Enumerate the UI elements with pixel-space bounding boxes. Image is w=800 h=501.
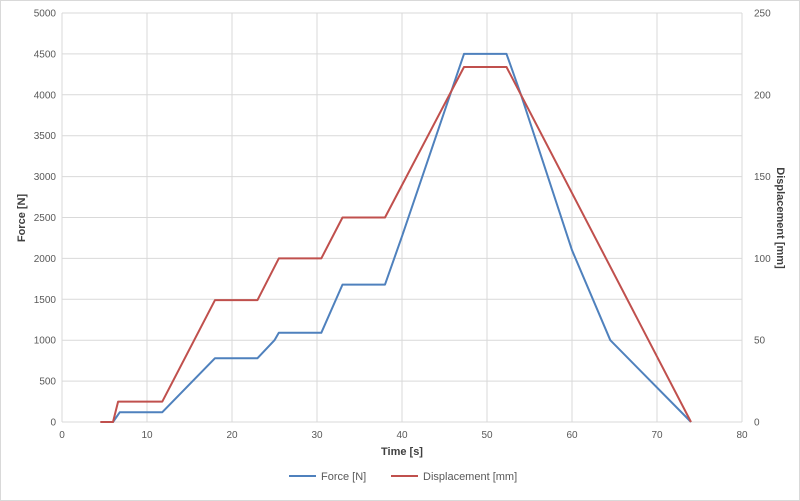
x-tick-label: 70	[651, 430, 663, 441]
y2-tick-label: 0	[754, 418, 760, 429]
y-tick-label: 2000	[34, 254, 57, 265]
legend-label-displacement: Displacement [mm]	[423, 471, 517, 483]
y2-tick-label: 50	[754, 336, 766, 347]
x-axis-tick-labels: 0 10 20 30 40 50 60 70 80	[59, 430, 748, 441]
x-tick-label: 30	[311, 430, 323, 441]
x-tick-label: 60	[566, 430, 578, 441]
x-tick-label: 10	[141, 430, 153, 441]
legend: Force [N] Displacement [mm]	[289, 471, 517, 483]
y-tick-label: 5000	[34, 9, 57, 20]
y-tick-label: 1500	[34, 295, 57, 306]
gridlines	[61, 12, 743, 423]
y2-tick-label: 150	[754, 172, 771, 183]
x-tick-label: 50	[481, 430, 493, 441]
y-tick-label: 4500	[34, 49, 57, 60]
y2-axis-title: Displacement [mm]	[774, 167, 786, 269]
x-tick-label: 40	[396, 430, 408, 441]
x-tick-label: 80	[736, 430, 748, 441]
left-axis-tick-labels: 0 500 1000 1500 2000 2500 3000 3500 4000 4500 5000	[34, 9, 57, 429]
y2-tick-label: 200	[754, 90, 771, 101]
x-tick-label: 20	[226, 430, 238, 441]
y-tick-label: 500	[39, 377, 56, 388]
x-tick-label: 0	[59, 430, 65, 441]
series-line-force	[108, 52, 692, 423]
y-tick-label: 1000	[34, 336, 57, 347]
legend-label-force: Force [N]	[321, 471, 366, 483]
x-axis-title: Time [s]	[381, 446, 423, 458]
y-tick-label: 3500	[34, 131, 57, 142]
series-lines	[100, 52, 692, 423]
y2-tick-label: 250	[754, 9, 771, 20]
y-tick-label: 2500	[34, 213, 57, 224]
y-tick-label: 4000	[34, 90, 57, 101]
y-tick-label: 0	[50, 418, 56, 429]
y-tick-label: 3000	[34, 172, 57, 183]
series-line-displacement	[100, 66, 692, 423]
right-axis-tick-labels: 0 50 100 150 200 250	[754, 9, 771, 429]
y2-tick-label: 100	[754, 254, 771, 265]
y-axis-title: Force [N]	[16, 194, 28, 243]
